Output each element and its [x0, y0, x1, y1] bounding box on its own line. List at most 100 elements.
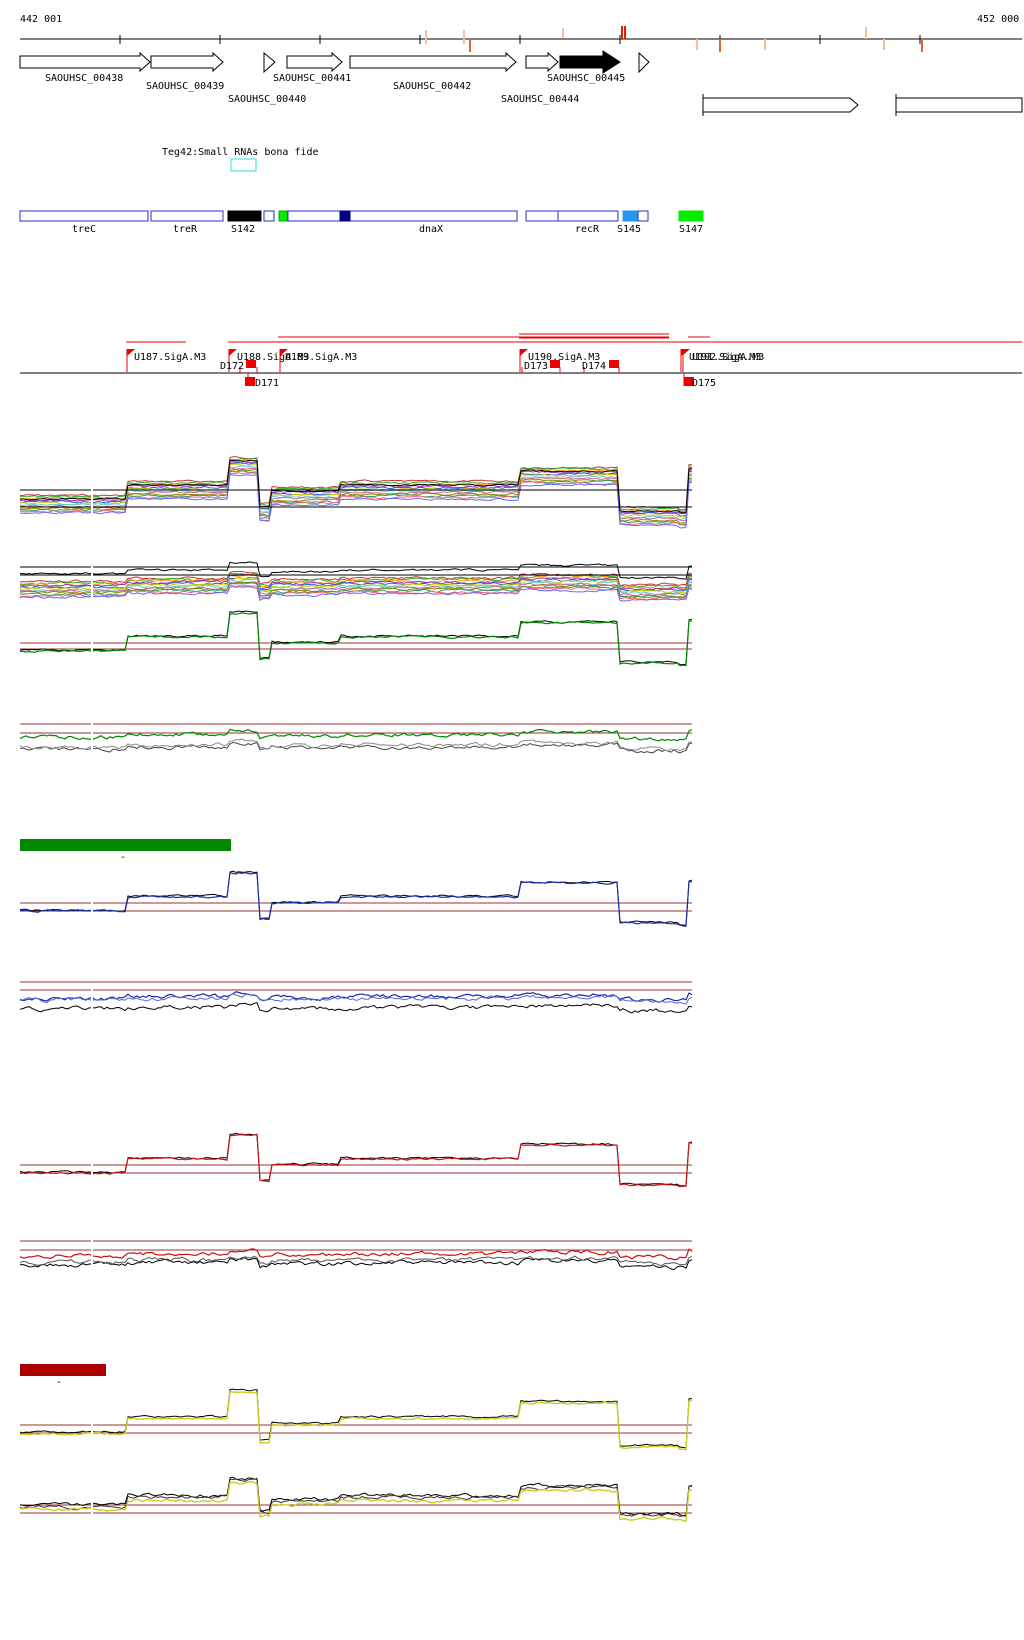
promoter-U189[interactable]: U189.SigA.M3 [279, 349, 357, 372]
gene-arrow-00439[interactable] [150, 51, 224, 73]
promoter-U187[interactable]: U187.SigA.M3 [126, 349, 206, 372]
annotation-box[interactable] [230, 158, 257, 172]
segment-label-dnaX: dnaX [419, 224, 443, 235]
terminator-label-D172: D172 [220, 361, 244, 372]
segment-recR[interactable] [557, 210, 619, 222]
expression-trace [19, 463, 692, 518]
expression-trace [19, 1476, 693, 1517]
expression-trace [20, 468, 693, 524]
terminator-label-D174: D174 [582, 361, 606, 372]
expression-trace [19, 462, 693, 517]
segment-S147[interactable] [678, 210, 704, 222]
segment-green-mark[interactable] [278, 210, 288, 222]
gene-arrow-lower-1[interactable] [702, 97, 859, 113]
expression-trace [19, 1132, 693, 1187]
ruler-ticks [119, 35, 921, 44]
segment-dnaX[interactable] [287, 210, 518, 222]
segment-S145[interactable] [622, 210, 639, 222]
gene-arrow-00442[interactable] [349, 51, 517, 73]
promoter-U192[interactable]: U192.SigA.M3 [682, 349, 764, 372]
promoter-label-U192: U192.SigA.M3 [692, 352, 764, 363]
expression-trace [19, 561, 692, 580]
expression-trace [19, 1480, 693, 1522]
expression-trace [19, 585, 693, 602]
segment-label-S145: S145 [617, 224, 641, 235]
coord-start-label: 442 001 [20, 14, 62, 25]
srna-annotation: Teg42:Small RNAs bona fide [162, 147, 319, 172]
segment-S142[interactable] [227, 210, 262, 222]
segment-label-S147: S147 [679, 224, 703, 235]
gene-label-00441: SAOUHSC_00441 [273, 73, 351, 84]
gene-label-00439: SAOUHSC_00439 [146, 81, 224, 92]
segment-label-treR: treR [173, 224, 198, 235]
gene-arrow-00441[interactable] [286, 51, 343, 73]
gene-arrow-00438[interactable] [19, 51, 151, 73]
segment-label-S142: S142 [231, 224, 255, 235]
condition-bar-green[interactable]: - [20, 839, 231, 863]
terminator-D174[interactable]: D174 [582, 360, 620, 373]
expression-trace [19, 871, 693, 927]
terminator-label-D175: D175 [692, 378, 716, 389]
segment-recR-left[interactable] [525, 210, 559, 222]
promoter-label-U187: U187.SigA.M3 [134, 352, 206, 363]
expression-trace [19, 473, 693, 529]
terminator-D175[interactable]: D175 [683, 373, 716, 389]
expression-trace [19, 459, 693, 514]
terminator-D173[interactable]: D173 [521, 360, 561, 373]
expression-trace [19, 577, 693, 594]
terminator-label-D173: D173 [524, 361, 548, 372]
gene-track: SAOUHSC_00438 SAOUHSC_00439 SAOUHSC_0044… [19, 50, 1023, 116]
gene-label-00438: SAOUHSC_00438 [45, 73, 123, 84]
gene-arrow-lower-2[interactable] [895, 97, 1023, 113]
terminator-D172[interactable]: D172 [220, 360, 258, 373]
condition-mark-red: - [56, 1377, 62, 1388]
expression-trace [19, 870, 693, 926]
expression-tracks [19, 450, 693, 1535]
segment-small-1[interactable] [263, 210, 275, 222]
gene-arrow-00445[interactable] [559, 50, 621, 74]
segment-S145-right[interactable] [637, 210, 649, 222]
gene-label-00444: SAOUHSC_00444 [501, 94, 579, 105]
expression-trace [20, 457, 693, 512]
expression-trace [19, 612, 693, 667]
promoter-terminator-track: U187.SigA.M3 U188.SigA.M3 U189.SigA.M3 U… [20, 333, 1022, 389]
segment-treC[interactable] [19, 210, 149, 222]
expression-trace [19, 1255, 693, 1266]
expression-trace [19, 728, 693, 742]
expression-trace [19, 993, 693, 1005]
annotation-label: Teg42:Small RNAs bona fide [162, 147, 319, 158]
gene-arrow-small[interactable] [638, 51, 650, 74]
gene-label-00445: SAOUHSC_00445 [547, 73, 625, 84]
expression-trace [19, 1390, 693, 1451]
condition-bar-red[interactable]: - [20, 1364, 106, 1388]
expression-trace [19, 1248, 693, 1261]
expression-trace [19, 738, 693, 752]
expression-trace [19, 459, 693, 514]
coord-end-label: 452 000 [977, 14, 1019, 25]
expression-trace [20, 581, 693, 598]
expression-trace [19, 573, 693, 591]
gene-label-00440: SAOUHSC_00440 [228, 94, 306, 105]
expression-trace [19, 1388, 692, 1449]
gene-arrow-00444[interactable] [525, 51, 559, 73]
segment-treR[interactable] [150, 210, 224, 222]
promoter-U188[interactable]: U188.SigA.M3 [228, 349, 309, 372]
expression-trace [19, 991, 693, 1003]
segment-label-treC: treC [72, 224, 96, 235]
feature-position-marks [425, 26, 923, 52]
terminator-label-D171: D171 [255, 378, 279, 389]
terminator-D171[interactable]: D171 [245, 373, 279, 389]
promoter-label-U189: U189.SigA.M3 [285, 352, 357, 363]
expression-trace [19, 467, 692, 522]
expression-trace [19, 1477, 693, 1517]
promoter-label-U188: U188.SigA.M3 [237, 352, 309, 363]
promoter-markers: U187.SigA.M3 U188.SigA.M3 U189.SigA.M3 U… [126, 349, 764, 372]
gene-arrow-00440[interactable] [263, 51, 276, 74]
segment-dnaX-block[interactable] [339, 210, 351, 222]
promoter-U190[interactable]: U190.SigA.M3 [519, 349, 600, 372]
segment-track: treC treR S142 dnaX recR S145 S147 [19, 210, 704, 235]
expression-trace [19, 1134, 693, 1188]
expression-trace [19, 1257, 693, 1271]
condition-mark-green: - [120, 852, 126, 863]
